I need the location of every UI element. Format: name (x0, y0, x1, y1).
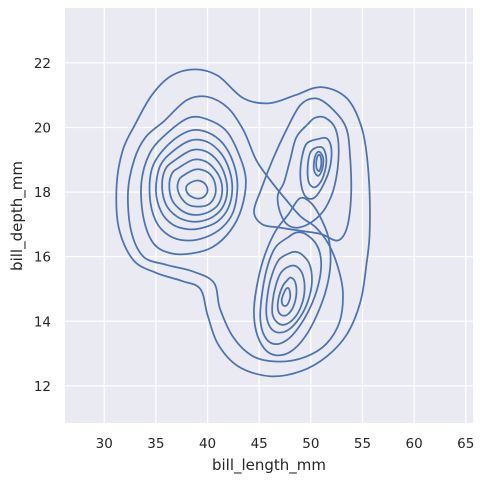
contour-line (306, 145, 328, 189)
contour-line (299, 136, 333, 200)
x-tick-label: 30 (96, 436, 113, 452)
contour-line (176, 168, 217, 208)
contour-line (312, 150, 325, 177)
contour-line (253, 97, 353, 242)
contour-line (168, 158, 224, 216)
contour-line (115, 68, 371, 378)
contour-line (127, 95, 344, 363)
contour-line (280, 287, 292, 307)
x-tick-label: 35 (147, 436, 164, 452)
x-tick-label: 50 (302, 436, 319, 452)
y-tick-label: 12 (34, 379, 51, 395)
y-tick-label: 20 (34, 120, 51, 136)
contour-lines (115, 68, 371, 378)
contour-line (276, 115, 340, 229)
contour-line (155, 138, 234, 231)
contour-line (161, 148, 229, 223)
y-tick-label: 22 (34, 56, 51, 72)
contour-line (185, 179, 209, 200)
y-tick-label: 16 (34, 250, 51, 266)
y-tick-label: 14 (34, 314, 51, 330)
contour-line (253, 196, 332, 357)
x-tick-label: 65 (457, 436, 474, 452)
x-tick-label: 55 (354, 436, 371, 452)
contour-line (315, 153, 323, 173)
x-tick-label: 60 (406, 436, 423, 452)
contour-line (276, 276, 298, 317)
tick-labels: 30 35 40 45 50 55 60 65 12 14 16 18 20 22 (34, 56, 475, 452)
y-tick-label: 18 (34, 185, 51, 201)
y-axis-label: bill_depth_mm (8, 161, 27, 271)
contour-line (271, 264, 306, 326)
x-tick-label: 45 (251, 436, 268, 452)
contour-line (148, 128, 239, 242)
x-axis-label: bill_length_mm (212, 456, 326, 475)
grid (65, 8, 473, 423)
contour-line (259, 231, 323, 345)
x-tick-label: 40 (199, 436, 216, 452)
contour-line (265, 250, 313, 334)
contour-line (140, 115, 247, 256)
